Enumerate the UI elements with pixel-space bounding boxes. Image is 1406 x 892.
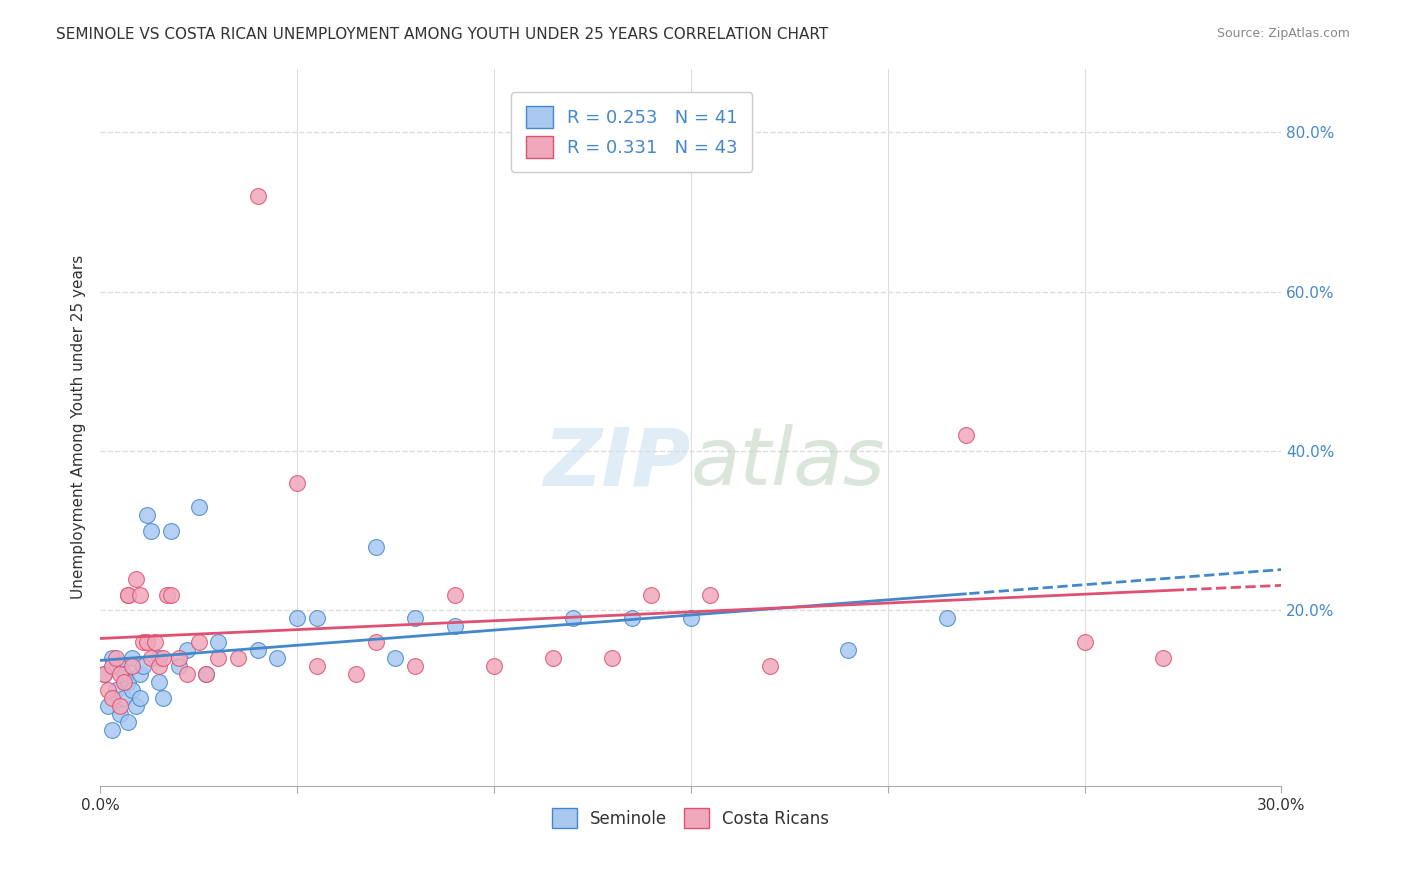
Point: [1152, 651, 1174, 665]
Point: [97, 699, 120, 714]
Point: [285, 475, 308, 490]
Legend: Seminole, Costa Ricans: Seminole, Costa Ricans: [546, 801, 837, 835]
Point: [305, 659, 328, 673]
Point: [117, 587, 139, 601]
Point: [121, 659, 143, 673]
Point: [124, 572, 146, 586]
Point: [266, 651, 288, 665]
Point: [117, 714, 139, 729]
Point: [305, 611, 328, 625]
Point: [121, 683, 143, 698]
Point: [93, 667, 115, 681]
Point: [226, 651, 249, 665]
Point: [195, 667, 218, 681]
Text: SEMINOLE VS COSTA RICAN UNEMPLOYMENT AMONG YOUTH UNDER 25 YEARS CORRELATION CHAR: SEMINOLE VS COSTA RICAN UNEMPLOYMENT AMO…: [56, 27, 828, 42]
Point: [195, 667, 218, 681]
Point: [364, 635, 387, 649]
Point: [443, 587, 465, 601]
Point: [285, 611, 308, 625]
Point: [112, 675, 135, 690]
Point: [117, 587, 139, 601]
Point: [246, 643, 269, 657]
Point: [97, 683, 120, 698]
Point: [128, 667, 150, 681]
Point: [124, 699, 146, 714]
Y-axis label: Unemployment Among Youth under 25 years: Unemployment Among Youth under 25 years: [72, 255, 86, 599]
Point: [364, 540, 387, 554]
Point: [108, 707, 131, 722]
Point: [187, 500, 209, 514]
Point: [93, 667, 115, 681]
Point: [160, 587, 183, 601]
Point: [101, 659, 124, 673]
Point: [136, 508, 159, 522]
Point: [176, 643, 198, 657]
Point: [152, 691, 174, 706]
Point: [143, 635, 166, 649]
Point: [561, 611, 583, 625]
Point: [101, 691, 124, 706]
Point: [112, 691, 135, 706]
Point: [141, 524, 163, 538]
Text: Source: ZipAtlas.com: Source: ZipAtlas.com: [1216, 27, 1350, 40]
Point: [600, 651, 623, 665]
Point: [101, 651, 124, 665]
Point: [156, 587, 179, 601]
Point: [108, 667, 131, 681]
Point: [117, 675, 139, 690]
Point: [640, 587, 662, 601]
Point: [935, 611, 957, 625]
Point: [141, 651, 163, 665]
Point: [121, 651, 143, 665]
Point: [404, 611, 426, 625]
Point: [620, 611, 643, 625]
Point: [128, 587, 150, 601]
Point: [1073, 635, 1095, 649]
Point: [148, 675, 170, 690]
Point: [132, 659, 155, 673]
Point: [758, 659, 780, 673]
Point: [443, 619, 465, 633]
Point: [112, 667, 135, 681]
Point: [246, 189, 269, 203]
Point: [955, 428, 977, 442]
Point: [152, 651, 174, 665]
Point: [207, 635, 229, 649]
Point: [541, 651, 564, 665]
Point: [187, 635, 209, 649]
Point: [108, 659, 131, 673]
Point: [207, 651, 229, 665]
Point: [104, 651, 127, 665]
Point: [148, 651, 170, 665]
Point: [837, 643, 859, 657]
Point: [344, 667, 367, 681]
Text: ZIP: ZIP: [543, 424, 690, 502]
Point: [136, 635, 159, 649]
Point: [148, 659, 170, 673]
Point: [167, 651, 190, 665]
Text: atlas: atlas: [690, 424, 886, 502]
Point: [176, 667, 198, 681]
Point: [160, 524, 183, 538]
Point: [404, 659, 426, 673]
Point: [104, 683, 127, 698]
Point: [132, 635, 155, 649]
Point: [108, 699, 131, 714]
Point: [101, 723, 124, 737]
Point: [699, 587, 721, 601]
Point: [384, 651, 406, 665]
Point: [167, 659, 190, 673]
Point: [679, 611, 702, 625]
Point: [482, 659, 505, 673]
Point: [128, 691, 150, 706]
